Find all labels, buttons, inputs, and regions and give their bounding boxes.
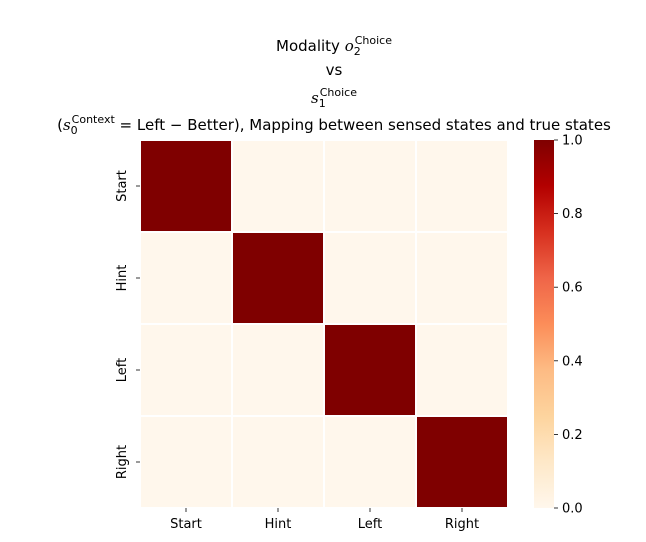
colorbar-tick-label: 0.2 — [562, 428, 583, 443]
colorbar-tick-label: 0.6 — [562, 281, 583, 296]
chart-title: Modality o2Choice vs s1Choice (s0Context… — [57, 34, 611, 137]
title-line-3: s1Choice — [311, 86, 357, 110]
title-line-1: Modality o2Choice — [276, 34, 392, 58]
x-axis-ticks: Start Hint Left Right — [170, 508, 479, 532]
y-axis-ticks: Start Hint Left Right — [115, 170, 140, 479]
heatmap-cell-hint-right — [415, 231, 509, 325]
heatmap-cells — [139, 139, 509, 509]
colorbar — [534, 140, 554, 508]
heatmap-cell-start-left — [323, 139, 417, 233]
heatmap-cell-start-start — [139, 139, 233, 233]
heatmap-cell-left-left — [323, 323, 417, 417]
colorbar-tick-label: 0.4 — [562, 354, 583, 369]
heatmap-cell-right-start — [139, 415, 233, 509]
heatmap-cell-right-left — [323, 415, 417, 509]
heatmap-cell-hint-left — [323, 231, 417, 325]
heatmap-cell-right-hint — [231, 415, 325, 509]
heatmap-cell-left-start — [139, 323, 233, 417]
colorbar-tick-label: 0.8 — [562, 207, 583, 222]
colorbar-tick-label: 1.0 — [562, 134, 583, 149]
x-tick-label-start: Start — [170, 517, 202, 532]
heatmap-cell-start-right — [415, 139, 509, 233]
y-tick-label-start: Start — [115, 170, 130, 202]
x-tick-label-hint: Hint — [265, 517, 292, 532]
heatmap-cell-hint-hint — [231, 231, 325, 325]
title-line-2: vs — [326, 61, 343, 79]
x-tick-label-left: Left — [358, 517, 382, 532]
colorbar-ticks: 0.0 0.2 0.4 0.6 0.8 1.0 — [554, 134, 583, 517]
heatmap-cell-start-hint — [231, 139, 325, 233]
heatmap-cell-left-hint — [231, 323, 325, 417]
heatmap-cell-right-right — [415, 415, 509, 509]
colorbar-tick-label: 0.0 — [562, 502, 583, 517]
heatmap-cell-hint-start — [139, 231, 233, 325]
x-tick-label-right: Right — [445, 517, 479, 532]
heatmap-cell-left-right — [415, 323, 509, 417]
title-line-4: (s0Context = Left − Better), Mapping bet… — [57, 113, 611, 137]
y-tick-label-hint: Hint — [115, 265, 130, 292]
y-tick-label-right: Right — [115, 445, 130, 479]
y-tick-label-left: Left — [115, 358, 130, 382]
